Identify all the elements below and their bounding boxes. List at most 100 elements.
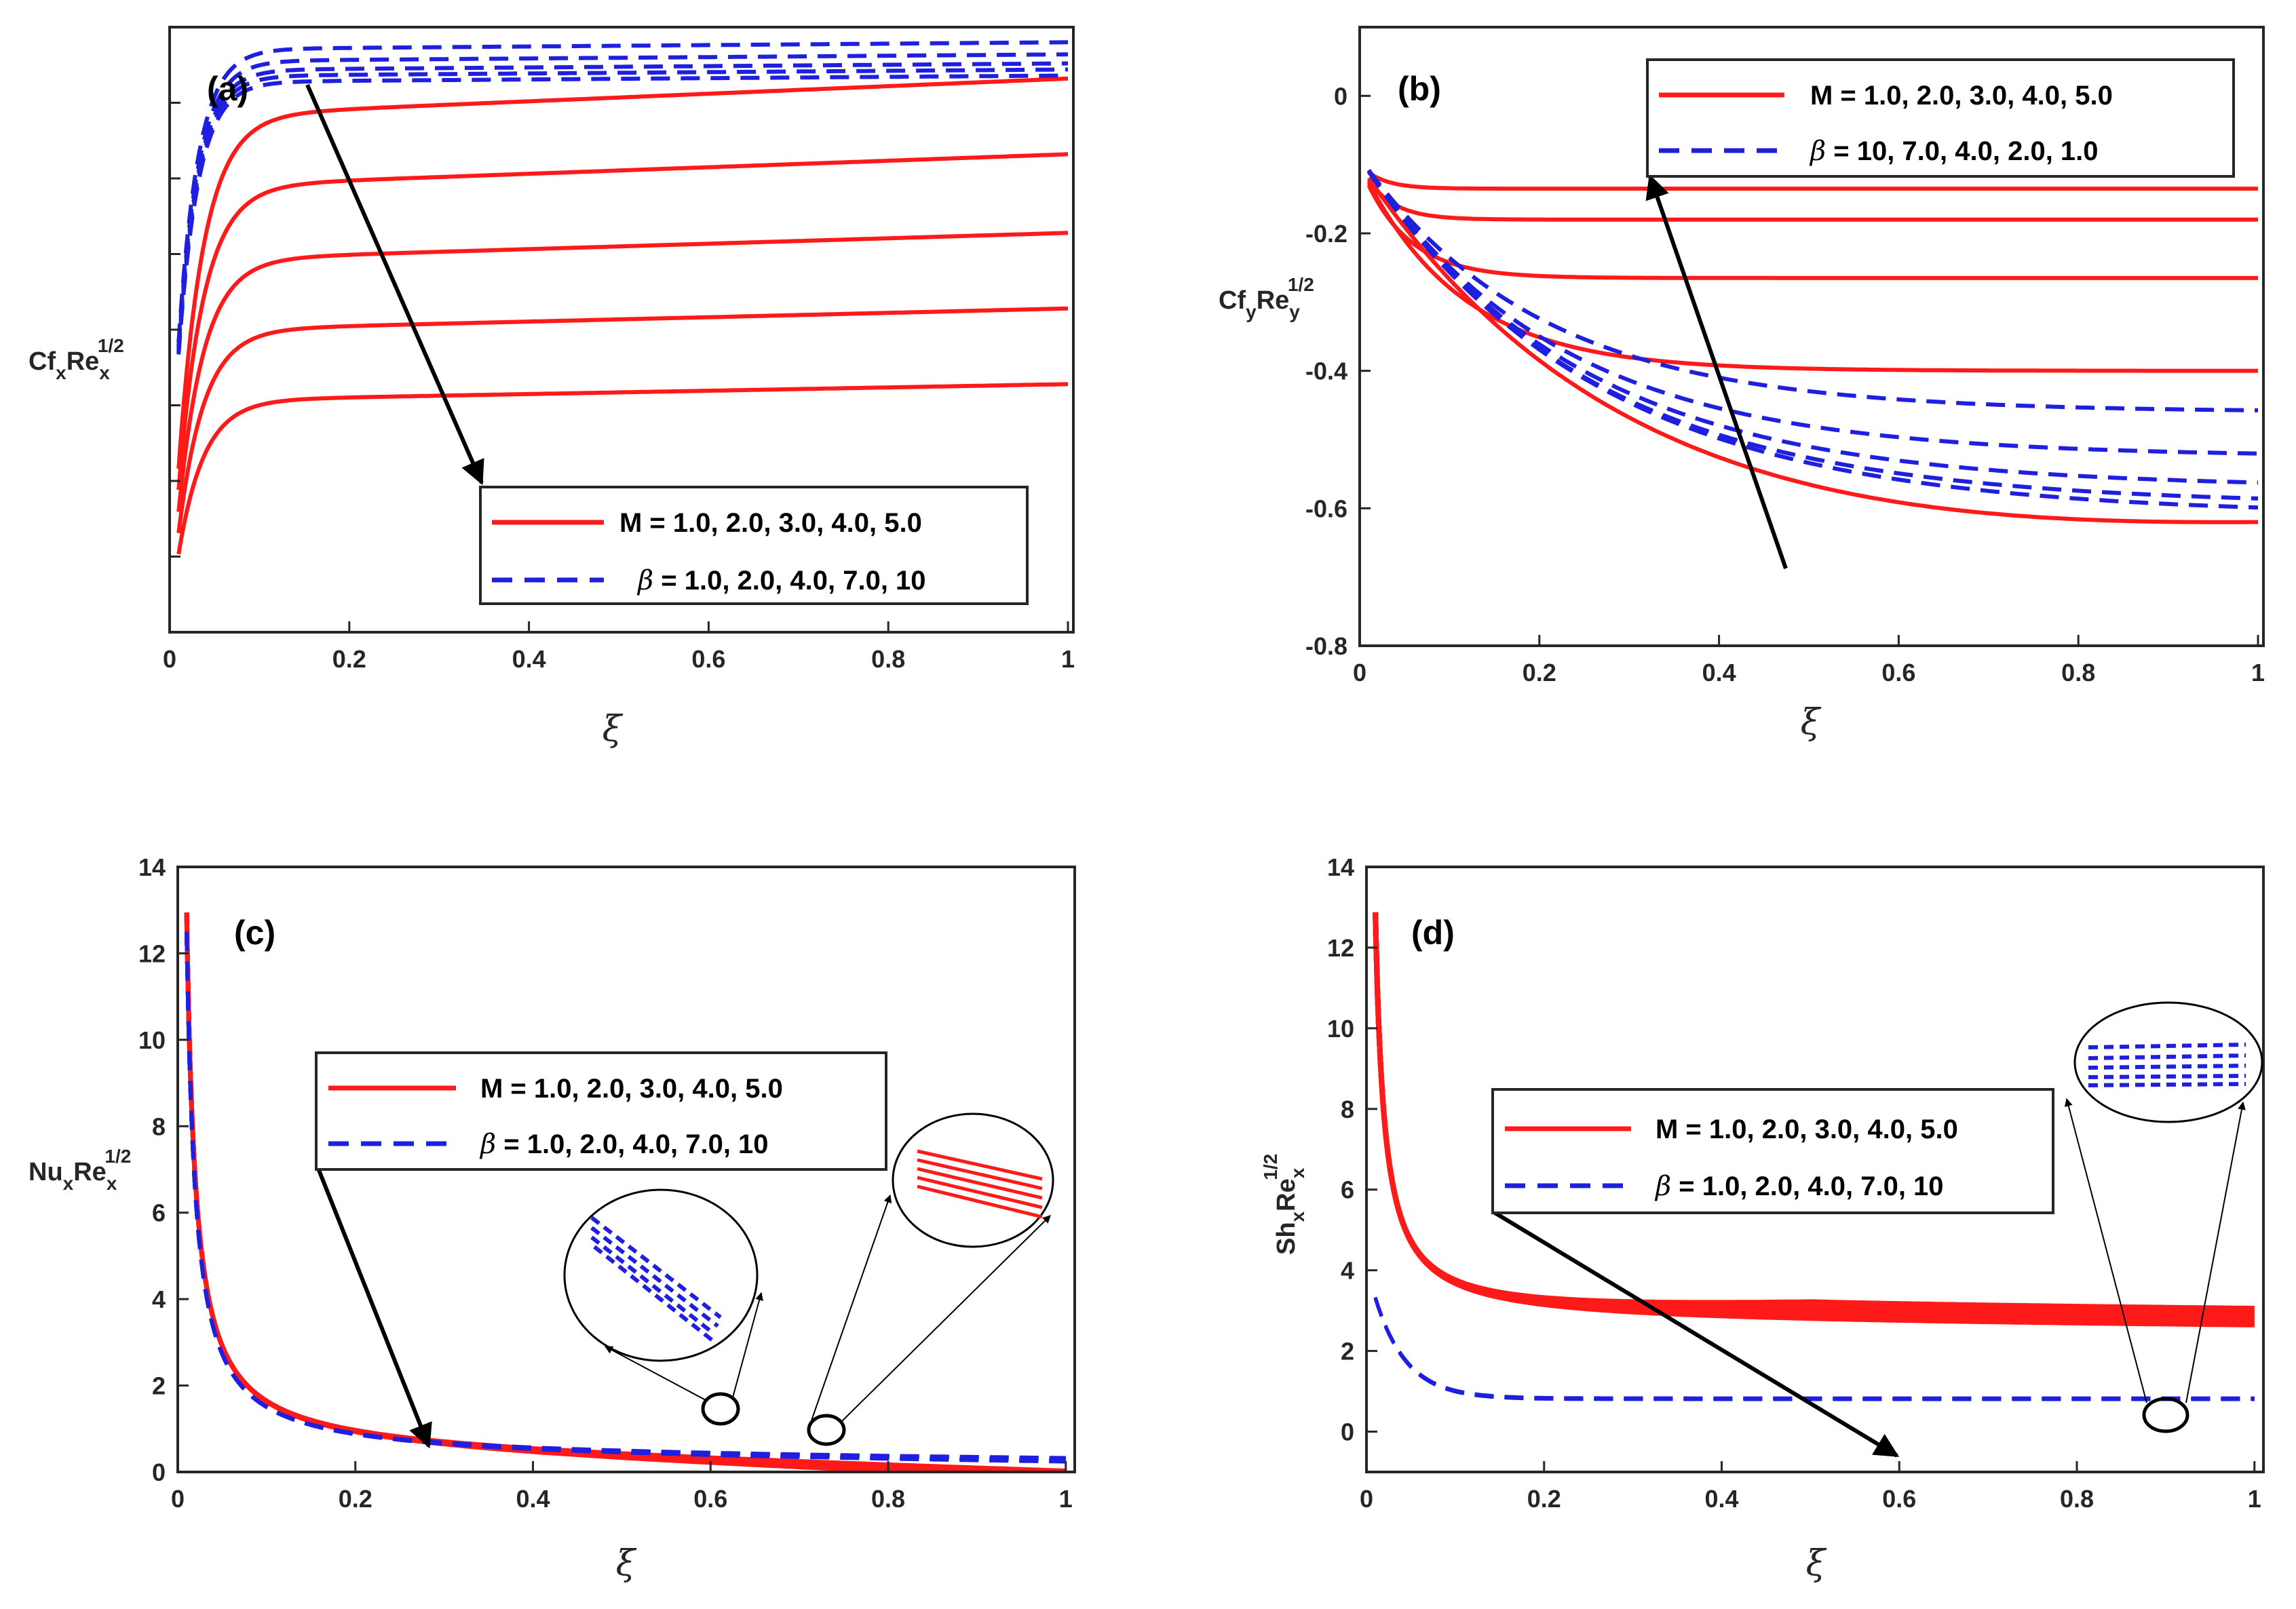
panel-d-ylabel: ShxRex1/2: [1260, 1154, 1308, 1255]
x-tick-label: 0: [171, 1485, 185, 1513]
series-beta-line: [1373, 1296, 2255, 1400]
x-tick-label: 0.4: [1702, 659, 1736, 686]
legend-b-beta-label: β = 10, 7.0, 4.0, 2.0, 1.0: [1809, 136, 2099, 167]
panel-a-tag: (a): [207, 70, 248, 108]
series-beta-line: [1366, 169, 2259, 456]
series-beta-line: [176, 67, 1069, 353]
y-tick-label: 6: [1341, 1176, 1354, 1204]
legend-a-beta-label: β = 1.0, 2.0, 4.0, 7.0, 10: [636, 565, 926, 596]
legend-c-m-label: M = 1.0, 2.0, 3.0, 4.0, 5.0: [480, 1074, 783, 1104]
y-tick-label: 4: [1341, 1257, 1354, 1285]
panel-b-tag: (b): [1398, 70, 1441, 108]
y-tick-label: 0: [152, 1458, 166, 1486]
x-tick-label: 0.8: [871, 1485, 905, 1513]
series-m-line: [176, 76, 1069, 469]
panel-c-tag: (c): [234, 914, 275, 952]
panel-c-arrow: [315, 1165, 432, 1449]
series-m-line: [1373, 912, 2255, 1311]
legend-a-m-label: M = 1.0, 2.0, 3.0, 4.0, 5.0: [619, 508, 922, 538]
panel-d-frame: [1365, 866, 2265, 1473]
x-tick-label: 0.6: [691, 645, 725, 673]
x-tick-label: 1: [1061, 645, 1075, 673]
panel-c-xlabel: ξ: [616, 1543, 637, 1584]
series-beta-line: [176, 40, 1069, 343]
y-tick-label: 6: [152, 1199, 166, 1227]
y-tick-label: 0: [1334, 82, 1347, 110]
x-tick-label: 0.2: [1523, 659, 1556, 686]
x-tick-label: 0.2: [332, 645, 366, 673]
panel-d-arrow: [1491, 1209, 1900, 1458]
x-tick-label: 0: [163, 645, 176, 673]
panel-a: 0 0.2 0.4 0.6 0.8 1 (a) CfxRex1/2 ξ M = 1.0, …: [28, 26, 1075, 750]
x-tick-label: 1: [1059, 1485, 1073, 1513]
x-tick-label: 0.4: [516, 1485, 550, 1513]
series-beta-line: [176, 73, 1068, 355]
y-tick-label: 10: [1327, 1015, 1354, 1043]
panel-c-zoom-inset-m: [807, 1112, 1054, 1446]
panel-c-ylabel: NuxRex1/2: [28, 1146, 131, 1194]
panel-d-legend: M = 1.0, 2.0, 3.0, 4.0, 5.0 β = 1.0, 2.0…: [1491, 1088, 2054, 1214]
series-m-line: [176, 306, 1069, 534]
series-m-line: [176, 231, 1069, 512]
y-tick-label: 10: [138, 1026, 166, 1054]
panel-b-legend: M = 1.0, 2.0, 3.0, 4.0, 5.0 β = 10, 7.0,…: [1646, 58, 2235, 178]
x-tick-label: 0.2: [339, 1485, 372, 1513]
panel-c-frame: [176, 866, 1076, 1473]
x-tick-label: 0.6: [1882, 1485, 1916, 1513]
panel-a-legend: M = 1.0, 2.0, 3.0, 4.0, 5.0 β = 1.0, 2.0…: [479, 486, 1029, 605]
x-tick-label: 0.8: [871, 645, 905, 673]
panel-a-ylabel: CfxRex1/2: [28, 335, 124, 383]
legend-d-beta-label: β = 1.0, 2.0, 4.0, 7.0, 10: [1654, 1171, 1944, 1202]
y-tick-label: 12: [138, 939, 166, 967]
y-tick-label: 8: [152, 1112, 166, 1140]
panel-b: 0 0.2 0.4 0.6 0.8 1 0 -0.2 -0.4 -0.6 -0.8 (b) CfyR…: [1219, 26, 2265, 743]
x-tick-label: 0.6: [693, 1485, 727, 1513]
panel-a-xlabel: ξ: [602, 709, 624, 750]
series-beta-line: [1366, 169, 2259, 510]
panel-b-arrow: [1645, 174, 1788, 569]
legend-b-m-label: M = 1.0, 2.0, 3.0, 4.0, 5.0: [1810, 81, 2113, 111]
y-tick-label: 8: [1341, 1096, 1354, 1123]
y-tick-label: -0.8: [1305, 632, 1347, 660]
series-m-line: [184, 912, 964, 1472]
y-tick-label: 4: [152, 1285, 166, 1313]
panel-b-frame: [1358, 26, 2265, 647]
panel-d-tag: (d): [1411, 914, 1455, 952]
x-tick-label: 0.4: [512, 645, 546, 673]
series-beta-line: [1366, 168, 2259, 412]
panel-c-zoom-inset-beta: [563, 1188, 763, 1426]
y-tick-label: -0.6: [1305, 495, 1347, 522]
series-beta-line: [176, 61, 1069, 351]
series-m-line: [1366, 178, 2258, 222]
series-m-line: [1366, 183, 2258, 280]
series-m-line: [176, 152, 1069, 490]
y-tick-label: 0: [1341, 1418, 1354, 1446]
y-tick-label: -0.2: [1305, 220, 1347, 248]
y-tick-label: 2: [1341, 1338, 1354, 1365]
panel-c-legend: M = 1.0, 2.0, 3.0, 4.0, 5.0 β = 1.0, 2.0…: [315, 1051, 887, 1171]
y-tick-label: 2: [152, 1372, 166, 1400]
panel-a-arrow: [305, 83, 484, 486]
panel-b-ylabel: CfyRey1/2: [1219, 274, 1314, 322]
series-beta-line: [185, 931, 1066, 1464]
panel-d-zoom-inset: [2064, 1001, 2263, 1433]
x-tick-label: 0: [1353, 659, 1366, 686]
y-tick-label: 14: [138, 853, 166, 881]
x-tick-label: 0.8: [2061, 659, 2095, 686]
x-tick-label: 1: [2248, 1485, 2261, 1513]
series-m-line: [1366, 176, 2258, 524]
series-m-line: [1366, 180, 2258, 373]
y-tick-label: -0.4: [1305, 357, 1347, 385]
panel-d-xlabel: ξ: [1806, 1543, 1827, 1584]
legend-d-m-label: M = 1.0, 2.0, 3.0, 4.0, 5.0: [1656, 1114, 1958, 1144]
series-beta-line: [1366, 169, 2259, 485]
y-tick-label: 14: [1327, 853, 1354, 881]
x-tick-label: 0.8: [2060, 1485, 2094, 1513]
x-tick-label: 1: [2251, 659, 2265, 686]
series-beta-line: [176, 52, 1069, 347]
series-m-line: [176, 382, 1069, 556]
x-tick-label: 0.4: [1704, 1485, 1738, 1513]
